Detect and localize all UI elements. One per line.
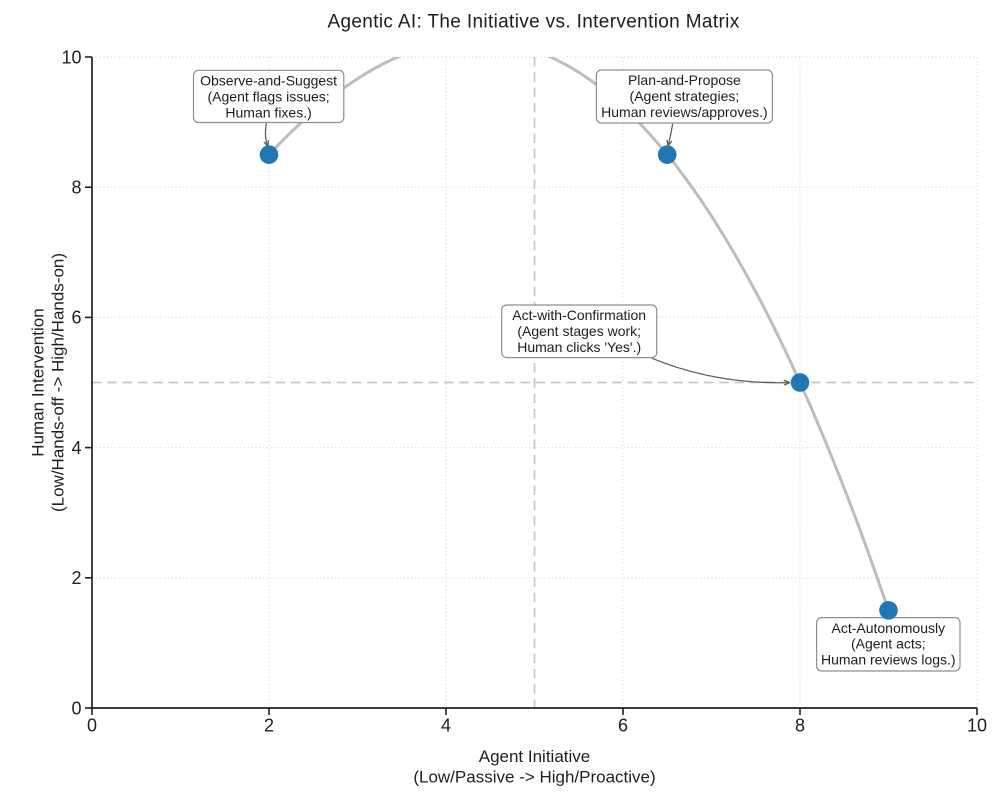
svg-text:Agentic AI: The Initiative vs.: Agentic AI: The Initiative vs. Intervent… xyxy=(327,12,739,33)
svg-text:10: 10 xyxy=(967,716,987,736)
svg-text:(Low/Passive -> High/Proactive: (Low/Passive -> High/Proactive) xyxy=(413,768,655,787)
svg-text:(Agent strategies;: (Agent strategies; xyxy=(630,88,740,104)
svg-text:Observe-and-Suggest: Observe-and-Suggest xyxy=(200,73,337,89)
svg-text:10: 10 xyxy=(61,47,81,67)
svg-text:8: 8 xyxy=(71,178,81,198)
svg-text:Agent Initiative: Agent Initiative xyxy=(479,747,591,766)
svg-text:2: 2 xyxy=(264,716,274,736)
svg-text:Plan-and-Propose: Plan-and-Propose xyxy=(628,72,741,88)
svg-text:(Agent acts;: (Agent acts; xyxy=(851,636,926,652)
svg-text:0: 0 xyxy=(87,716,97,736)
svg-text:4: 4 xyxy=(71,438,81,458)
svg-text:(Agent stages work;: (Agent stages work; xyxy=(517,323,641,339)
svg-text:0: 0 xyxy=(71,698,81,718)
svg-text:(Low/Hands-off -> High/Hands-o: (Low/Hands-off -> High/Hands-on) xyxy=(48,253,67,512)
svg-text:6: 6 xyxy=(618,716,628,736)
svg-text:Act-with-Confirmation: Act-with-Confirmation xyxy=(512,307,646,323)
svg-text:2: 2 xyxy=(71,568,81,588)
svg-text:Human clicks 'Yes'.): Human clicks 'Yes'.) xyxy=(517,339,641,355)
svg-text:Human fixes.): Human fixes.) xyxy=(225,104,311,120)
svg-text:8: 8 xyxy=(795,716,805,736)
svg-text:Human reviews logs.): Human reviews logs.) xyxy=(821,652,956,668)
svg-text:4: 4 xyxy=(441,716,451,736)
svg-text:Act-Autonomously: Act-Autonomously xyxy=(831,620,945,636)
svg-text:(Agent flags issues;: (Agent flags issues; xyxy=(208,88,330,104)
svg-text:Human reviews/approves.): Human reviews/approves.) xyxy=(601,104,768,120)
svg-text:Human Intervention: Human Intervention xyxy=(29,308,48,456)
svg-text:6: 6 xyxy=(71,308,81,328)
